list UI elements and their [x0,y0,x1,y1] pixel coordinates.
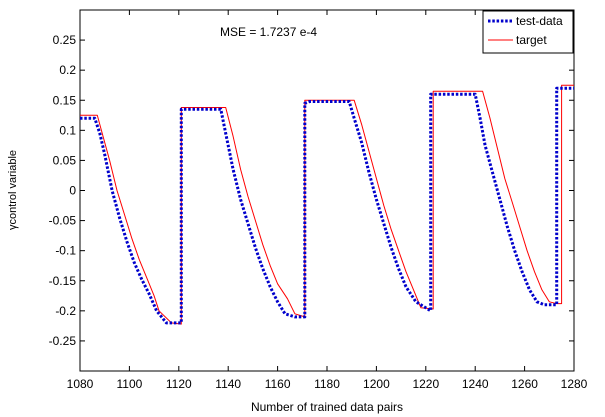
x-tick-label: 1140 [215,377,241,391]
y-axis-label: γcontrol variable [7,150,19,230]
y-tick-label: 0.15 [53,93,77,107]
y-tick-label: -0.1 [55,244,76,258]
y-tick-label: 0.1 [59,123,76,137]
x-tick-label: 1260 [511,377,538,391]
legend-label-target: target [516,33,547,47]
series-layer [80,84,574,325]
y-tick-label: -0.15 [49,274,77,288]
x-axis-ticks: 1080 1100 1120 1140 1160 1180 1200 1220 1240 1260… [67,10,588,391]
y-tick-label: -0.05 [49,214,77,228]
mse-annotation: MSE = 1.7237 e-4 [220,25,317,39]
x-tick-label: 1200 [363,377,390,391]
y-tick-label: 0.25 [53,33,77,47]
y-tick-label: 0.05 [53,153,77,167]
x-tick-label: 1180 [314,377,340,391]
x-tick-label: 1100 [116,377,142,391]
x-tick-label: 1280 [561,377,588,391]
y-tick-label: 0 [69,184,76,198]
series-line-test-data [80,86,574,325]
y-tick-label: -0.2 [55,304,76,318]
plot-area [79,9,575,372]
y-axis-ticks: 0.25 0.2 0.15 0.1 0.05 0 -0.05 -0.1 -0.15 -0.2 -0.… [49,33,574,348]
legend-box [482,10,574,54]
x-axis-label: Number of trained data pairs [251,400,403,414]
x-tick-label: 1220 [412,377,439,391]
legend-label-test-data: test-data [516,14,563,28]
y-tick-label: 0.2 [59,63,76,77]
x-tick-label: 1080 [67,377,94,391]
y-tick-label: -0.25 [49,334,77,348]
x-tick-label: 1120 [166,377,192,391]
legend: test-data target [482,10,574,54]
x-tick-label: 1240 [462,377,489,391]
x-tick-label: 1160 [265,377,291,391]
series-line-target [80,84,574,325]
